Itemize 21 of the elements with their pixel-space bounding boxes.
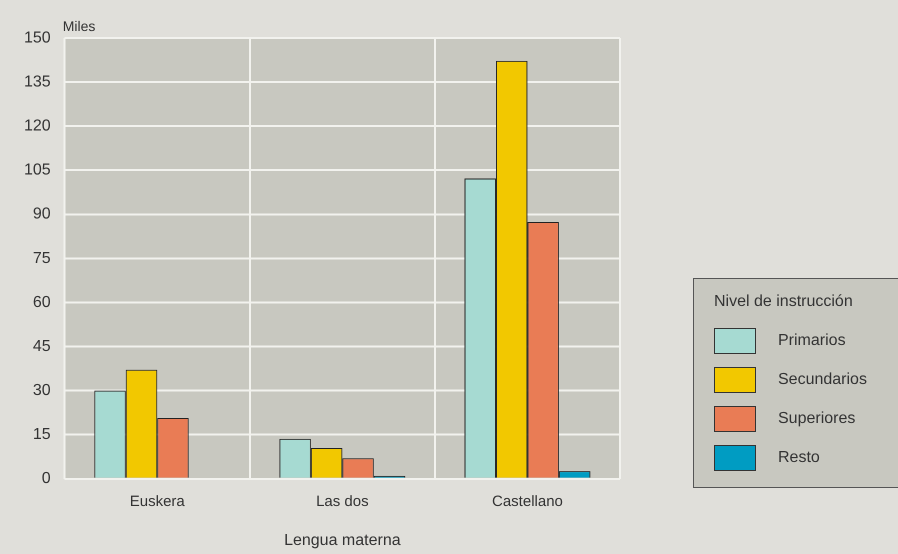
legend-label: Resto xyxy=(778,448,820,466)
y-tick-label: 135 xyxy=(24,73,51,90)
legend-label: Primarios xyxy=(778,332,846,350)
y-tick-label: 75 xyxy=(32,250,51,267)
y-tick-label: 15 xyxy=(32,426,51,444)
x-axis-title: Lengua materna xyxy=(284,532,401,549)
y-tick-label: 60 xyxy=(32,294,51,311)
legend-title: Nivel de instrucción xyxy=(714,293,854,311)
y-tick-label: 150 xyxy=(24,29,51,46)
legend-label: Superiores xyxy=(778,410,856,428)
y-tick-label: 90 xyxy=(32,206,51,223)
y-tick-label: 45 xyxy=(32,338,51,355)
x-tick-label: Euskera xyxy=(130,492,186,510)
y-tick-label: 0 xyxy=(42,470,51,488)
y-axis-title: Miles xyxy=(62,18,96,34)
y-tick-label: 120 xyxy=(24,118,51,135)
y-tick-label: 30 xyxy=(32,382,51,400)
legend-label: Secundarios xyxy=(778,370,867,388)
x-tick-label: Castellano xyxy=(492,492,563,510)
x-tick-label: Las dos xyxy=(316,492,369,510)
y-tick-label: 105 xyxy=(24,162,51,179)
